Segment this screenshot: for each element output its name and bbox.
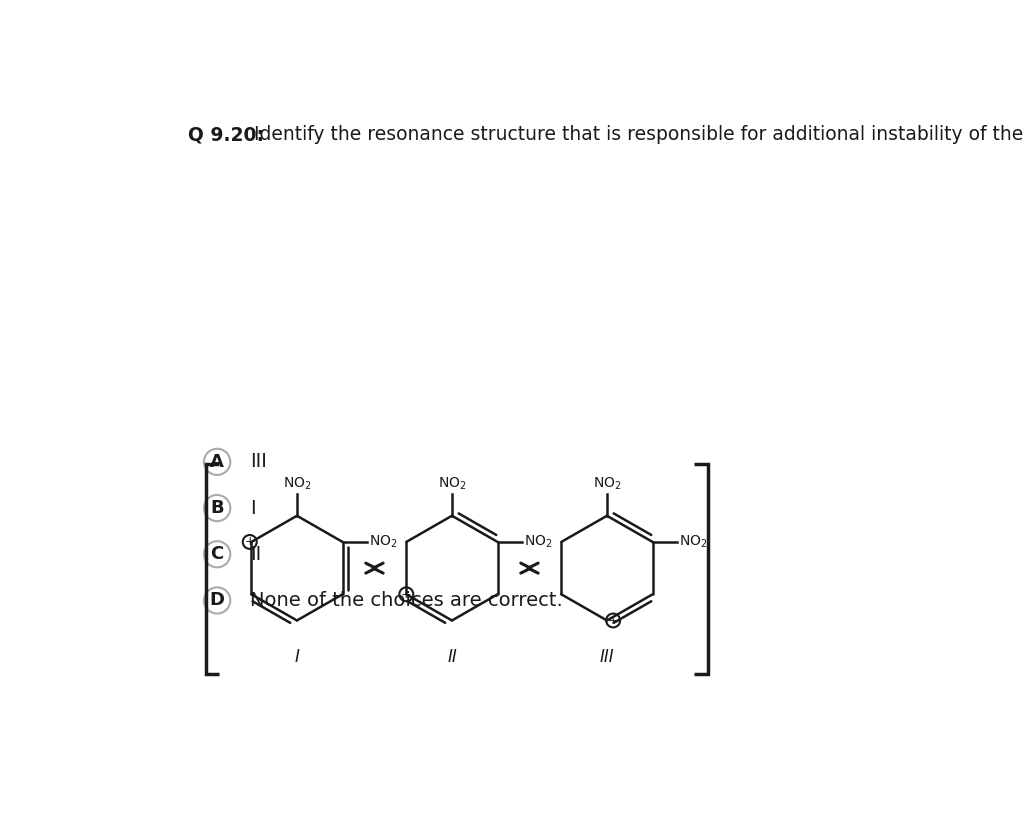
Text: I: I bbox=[295, 648, 299, 666]
Text: II: II bbox=[251, 545, 262, 564]
Text: NO$_2$: NO$_2$ bbox=[679, 534, 708, 550]
Text: D: D bbox=[210, 591, 224, 610]
Text: Identify the resonance structure that is responsible for additional instability : Identify the resonance structure that is… bbox=[248, 126, 1024, 144]
Text: III: III bbox=[600, 648, 614, 666]
Text: II: II bbox=[447, 648, 457, 666]
Text: NO$_2$: NO$_2$ bbox=[283, 476, 311, 492]
Text: I: I bbox=[251, 499, 256, 517]
Text: NO$_2$: NO$_2$ bbox=[437, 476, 466, 492]
Text: +: + bbox=[245, 536, 255, 548]
Text: III: III bbox=[251, 452, 267, 471]
Text: +: + bbox=[401, 588, 412, 601]
Text: NO$_2$: NO$_2$ bbox=[593, 476, 622, 492]
Text: +: + bbox=[608, 614, 618, 627]
Text: NO$_2$: NO$_2$ bbox=[524, 534, 553, 550]
Text: C: C bbox=[211, 546, 224, 563]
Text: NO$_2$: NO$_2$ bbox=[369, 534, 397, 550]
Text: Q 9.20:: Q 9.20: bbox=[188, 126, 264, 144]
Text: None of the choices are correct.: None of the choices are correct. bbox=[251, 591, 563, 610]
Text: B: B bbox=[210, 499, 224, 517]
Text: A: A bbox=[210, 453, 224, 471]
